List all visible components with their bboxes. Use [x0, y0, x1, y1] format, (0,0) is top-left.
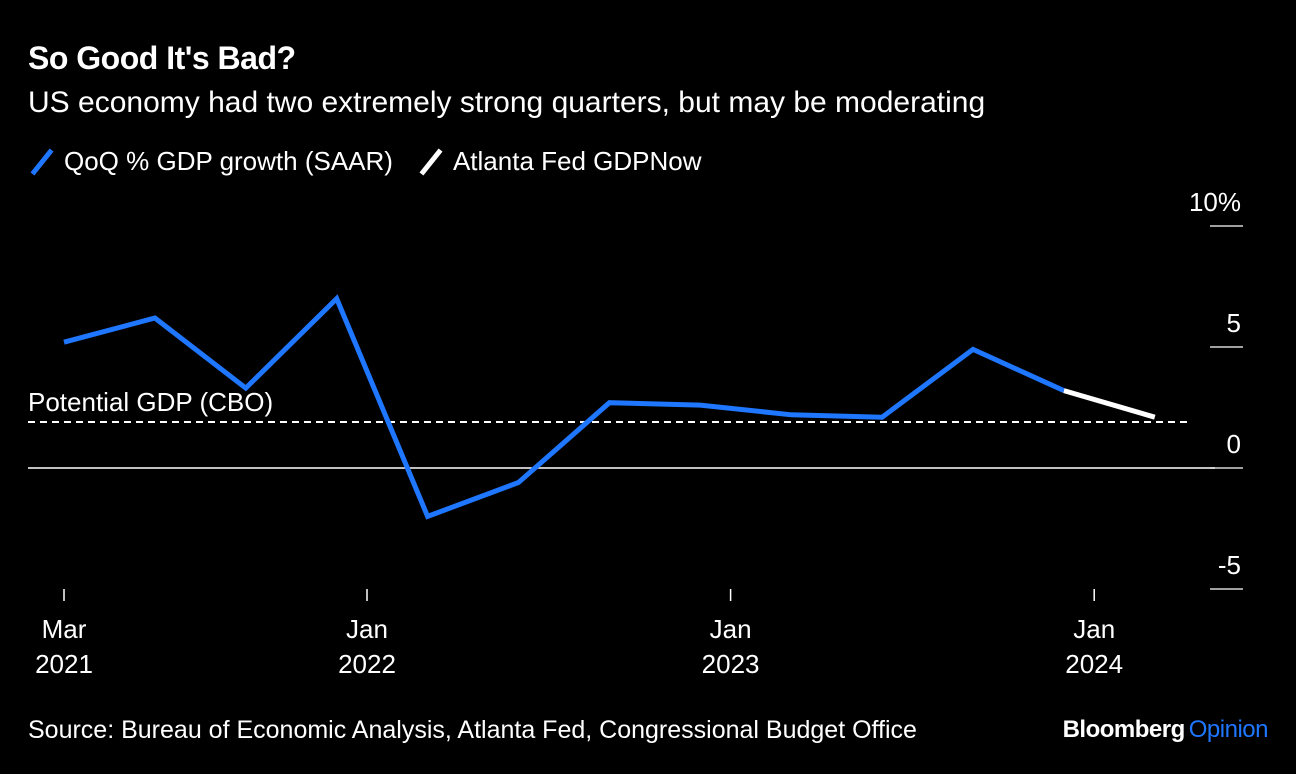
- series-line-gdpnow: [1063, 388, 1156, 420]
- x-tick-label-year: 2021: [35, 649, 93, 679]
- x-tick-label-month: Jan: [346, 614, 388, 644]
- source-note: Source: Bureau of Economic Analysis, Atl…: [28, 716, 917, 744]
- legend-label-gdpnow: Atlanta Fed GDPNow: [452, 146, 702, 176]
- x-tick-label-month: Jan: [710, 614, 752, 644]
- brand-logo: Bloomberg Opinion: [1062, 716, 1269, 744]
- x-tick-label-year: 2022: [338, 649, 396, 679]
- brand-section: Opinion: [1188, 716, 1269, 743]
- legend-label-gdp-growth: QoQ % GDP growth (SAAR): [64, 146, 393, 176]
- y-tick-label: 5: [1227, 308, 1241, 338]
- x-tick-label-month: Jan: [1073, 614, 1115, 644]
- chart-title: So Good It's Bad?: [28, 40, 296, 76]
- x-tick-label-year: 2024: [1065, 649, 1123, 679]
- series-line-gdp-growth: [63, 294, 1065, 520]
- y-tick-label: 0: [1227, 429, 1241, 459]
- legend-item-gdpnow: Atlanta Fed GDPNow: [417, 146, 702, 177]
- y-tick-label: 10%: [1189, 187, 1241, 217]
- chart-subtitle: US economy had two extremely strong quar…: [28, 86, 986, 119]
- x-tick-label-year: 2023: [702, 649, 760, 679]
- legend-item-gdp-growth: QoQ % GDP growth (SAAR): [28, 146, 393, 177]
- legend-swatch-gdp-growth: [30, 147, 54, 176]
- legend: QoQ % GDP growth (SAAR) Atlanta Fed GDPN…: [28, 146, 726, 177]
- x-tick-label-month: Mar: [42, 614, 87, 644]
- legend-swatch-gdpnow: [419, 147, 443, 176]
- potential-gdp-label: Potential GDP (CBO): [28, 387, 273, 417]
- brand-name: Bloomberg: [1062, 716, 1186, 743]
- y-tick-label: -5: [1218, 550, 1241, 580]
